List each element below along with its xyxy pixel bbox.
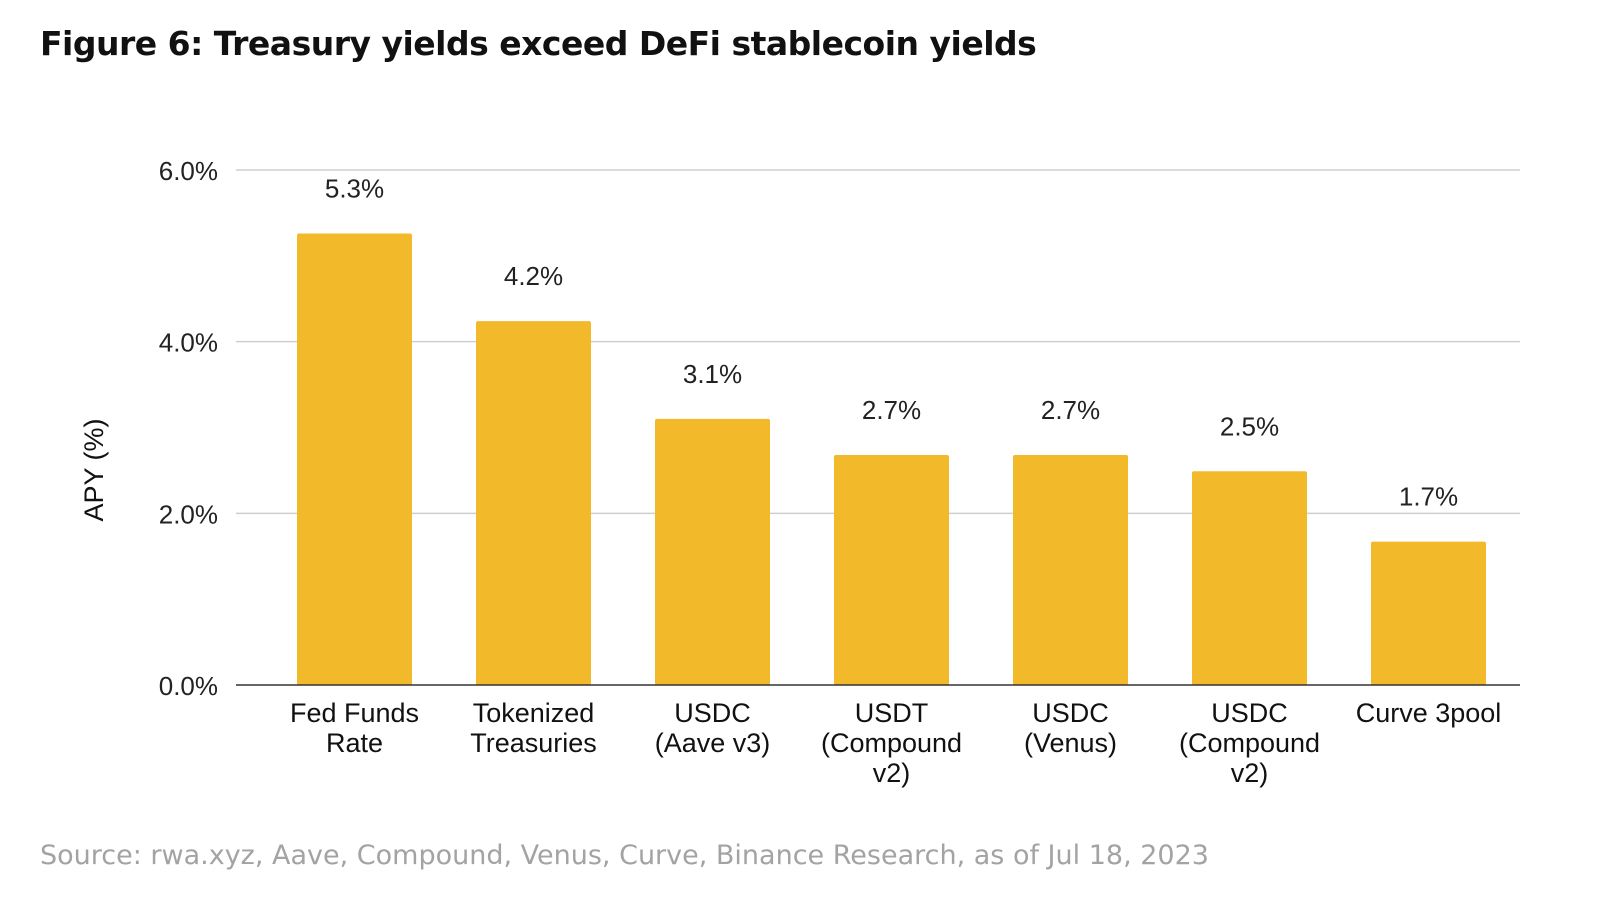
data-label: 2.7% [1041, 395, 1100, 425]
data-label: 2.7% [862, 395, 921, 425]
data-label: 1.7% [1399, 482, 1458, 512]
figure-title: Figure 6: Treasury yields exceed DeFi st… [40, 24, 1037, 63]
x-tick-label: USDC (Venus) [1024, 698, 1117, 758]
y-tick-label: 0.0% [159, 671, 218, 701]
x-tick-label: USDC (Compound v2) [1179, 698, 1320, 788]
bars [297, 233, 1486, 685]
y-tick-label: 6.0% [159, 156, 218, 186]
y-axis-tick-labels: 0.0% 2.0% 4.0% 6.0% [159, 156, 218, 701]
y-tick-label: 4.0% [159, 328, 218, 358]
x-tick-label: Tokenized Treasuries [470, 698, 597, 758]
bar [1192, 471, 1307, 685]
x-tick-label: Curve 3pool [1356, 698, 1502, 728]
x-axis-tick-labels: Fed Funds Rate Tokenized Treasuries USDC (Aav… [290, 698, 1501, 788]
data-label: 4.2% [504, 261, 563, 291]
bar [297, 233, 412, 685]
data-label: 2.5% [1220, 411, 1279, 441]
x-tick-label: USDC (Aave v3) [655, 698, 771, 758]
bar [834, 454, 949, 685]
y-tick-label: 2.0% [159, 499, 218, 529]
y-axis-title: APY (%) [79, 418, 109, 521]
x-tick-label: USDT (Compound v2) [821, 698, 962, 788]
bar [655, 418, 770, 685]
data-label: 3.1% [683, 359, 742, 389]
data-labels: 5.3% 4.2% 3.1% 2.7% 2.7% 2.5% 1.7% [325, 174, 1458, 512]
data-label: 5.3% [325, 174, 384, 204]
bar [1013, 454, 1128, 685]
source-note: Source: rwa.xyz, Aave, Compound, Venus, … [40, 840, 1209, 871]
bar [476, 321, 591, 685]
bar [1371, 541, 1486, 685]
x-tick-label: Fed Funds Rate [290, 698, 419, 758]
